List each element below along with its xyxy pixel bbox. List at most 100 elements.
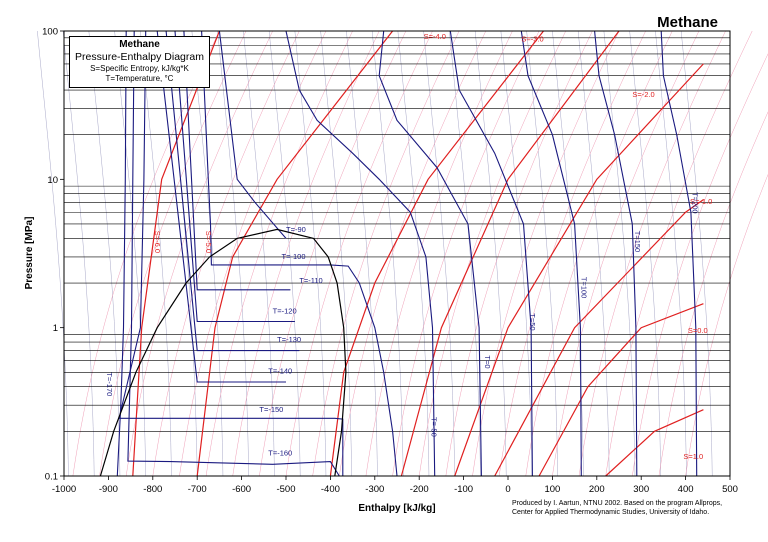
x-tick-label: 200	[589, 484, 605, 495]
minor-isentrope	[232, 30, 380, 477]
isotherm-4	[165, 30, 300, 352]
x-tick-label: -200	[410, 484, 429, 495]
minor-isentrope	[472, 30, 620, 477]
isotherm-7	[201, 30, 398, 477]
y-tick-label: 10	[47, 175, 58, 186]
isotherm-8	[218, 30, 287, 239]
minor-isentrope	[392, 30, 540, 477]
x-tick-label: -600	[232, 484, 251, 495]
isotherm-label: T=-170	[105, 372, 114, 396]
isotherm-label: T=-140	[268, 367, 292, 376]
isentrope-label: S=-2.0	[632, 90, 654, 99]
legend-entropy-note: S=Specific Entropy, kJ/kg*K	[90, 64, 189, 73]
minor-isotherm	[603, 30, 636, 477]
x-tick-label: -400	[321, 484, 340, 495]
legend-subtitle: Pressure-Enthalpy Diagram	[75, 51, 204, 63]
y-tick-label: 1	[53, 323, 58, 334]
isotherm-label: T=-90	[286, 225, 306, 234]
x-tick-label: -100	[454, 484, 473, 495]
isotherm-12	[520, 30, 582, 477]
isotherm-lines	[116, 30, 698, 477]
credit-line-1: Produced by I. Aartun, NTNU 2002. Based …	[512, 500, 723, 507]
y-axis-ticks: 0.1 1 10 100	[42, 27, 64, 483]
credit-line-2: Center for Applied Thermodynamic Studies…	[512, 509, 710, 516]
isentrope-label: S=1.0	[683, 452, 703, 461]
isotherm-6	[183, 30, 291, 291]
minor-isentrope	[312, 30, 460, 477]
minor-gridlines	[37, 30, 768, 477]
isentrope-label: S=-3.0	[521, 34, 543, 43]
credit-note: Produced by I. Aartun, NTNU 2002. Based …	[512, 499, 762, 517]
minor-isentrope	[125, 30, 273, 477]
minor-isotherm	[88, 30, 121, 477]
isotherm-1	[127, 30, 340, 477]
isotherm-label: T=-50	[430, 417, 439, 437]
x-tick-label: -800	[143, 484, 162, 495]
saturation-dome	[99, 228, 347, 477]
isentrope-5	[494, 199, 704, 477]
minor-isotherm	[449, 30, 481, 477]
minor-isentrope	[685, 174, 768, 477]
isotherm-13	[594, 30, 638, 477]
legend-title: Methane	[119, 39, 160, 50]
x-tick-label: 0	[505, 484, 510, 495]
plot-frame	[63, 30, 731, 477]
isotherm-14	[660, 30, 698, 477]
isentrope-2	[329, 30, 544, 477]
isentrope-label: S=-5.0	[204, 231, 213, 253]
saturation-curve	[99, 228, 347, 477]
isotherm-5	[174, 30, 295, 323]
y-tick-label: 0.1	[45, 472, 58, 483]
x-axis-ticks: -1000 -900 -800 -700 -600 -500 -400 -300 -200 -10…	[52, 476, 738, 495]
isentrope-label: S=0.0	[688, 326, 708, 335]
minor-isotherm	[191, 30, 224, 477]
minor-isotherm	[114, 30, 146, 477]
minor-isotherm	[500, 30, 533, 477]
minor-isentrope	[658, 111, 768, 477]
isotherm-label: T=-130	[277, 335, 301, 344]
isotherm-label: T=100	[580, 277, 589, 298]
isotherm-label: T=50	[528, 313, 537, 330]
isotherm-label: T=150	[633, 231, 642, 252]
isotherm-10	[378, 30, 482, 477]
isotherm-3	[156, 30, 286, 383]
isotherm-label: T=-110	[299, 276, 322, 285]
minor-isotherm	[62, 30, 95, 477]
x-tick-label: -1000	[52, 484, 76, 495]
isotherm-9	[285, 30, 436, 477]
isotherm-label: T=-160	[268, 449, 292, 458]
x-tick-label: -300	[365, 484, 384, 495]
isentrope-label: S=-1.0	[690, 197, 712, 206]
x-axis-label: Enthalpy [kJ/kg]	[358, 503, 435, 514]
isentrope-1	[196, 30, 394, 477]
x-tick-label: 400	[678, 484, 694, 495]
x-tick-label: -900	[99, 484, 118, 495]
isotherm-label: T=200	[690, 192, 699, 213]
x-tick-label: 300	[633, 484, 649, 495]
isotherm-11	[449, 30, 533, 477]
curve-labels: S=-6.0 S=-5.0 S=-4.0 S=-3.0 S=-2.0 S=-1.0 S=0.…	[105, 32, 712, 461]
minor-isotherm	[655, 30, 687, 477]
x-tick-label: 500	[722, 484, 738, 495]
isentrope-0	[132, 30, 220, 477]
y-axis-label: Pressure [MPa]	[24, 217, 35, 290]
y-tick-label: 100	[42, 27, 58, 38]
gridlines	[64, 37, 730, 432]
x-tick-label: -500	[276, 484, 295, 495]
chart-title: Methane	[657, 14, 718, 31]
minor-isotherm	[474, 30, 507, 477]
isentrope-6	[538, 303, 704, 477]
legend-box: Methane Pressure-Enthalpy Diagram S=Spec…	[69, 36, 210, 88]
minor-isentrope	[72, 30, 220, 477]
x-tick-label: 100	[544, 484, 560, 495]
isentrope-lines	[132, 30, 704, 477]
isentrope-label: S=-6.0	[153, 231, 162, 253]
minor-isentrope	[418, 30, 566, 477]
x-tick-label: -700	[188, 484, 207, 495]
isentrope-label: S=-4.0	[424, 32, 446, 41]
minor-isentrope	[285, 30, 433, 477]
minor-isentrope	[498, 30, 646, 477]
isotherm-label: T=0	[483, 355, 492, 368]
isentrope-7	[605, 409, 704, 477]
